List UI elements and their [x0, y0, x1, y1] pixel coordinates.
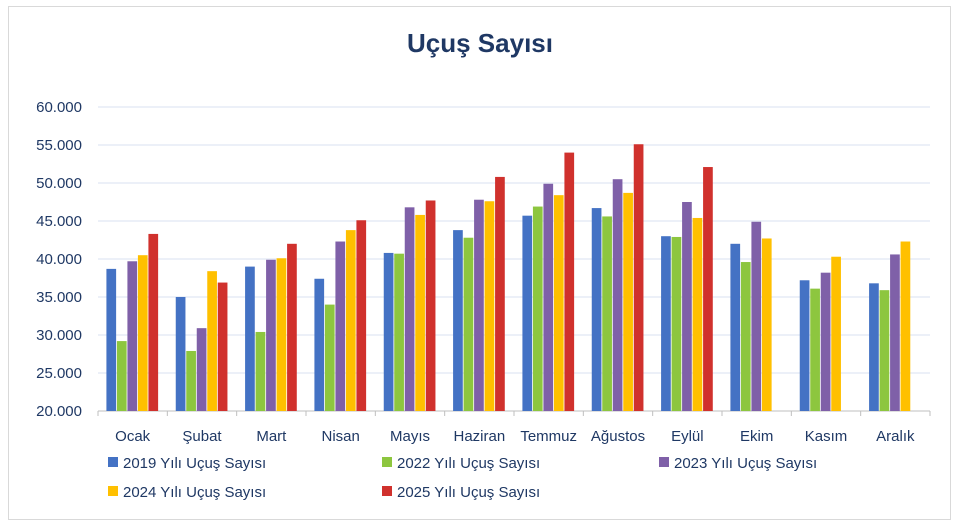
bar	[196, 328, 207, 411]
x-tick-label: Şubat	[182, 428, 222, 445]
bar	[345, 230, 356, 411]
legend-label: 2024 Yılı Uçuş Sayısı	[123, 484, 266, 501]
bar	[730, 243, 741, 411]
y-tick-label: 60.000	[36, 99, 82, 116]
bar	[820, 272, 831, 411]
bar	[543, 183, 554, 411]
bar	[831, 256, 841, 411]
bar	[612, 179, 623, 411]
legend-swatch	[108, 457, 118, 467]
bar	[324, 304, 335, 411]
bars	[106, 144, 911, 412]
y-tick-label: 55.000	[36, 137, 82, 154]
legend-swatch	[382, 457, 392, 467]
bar	[810, 288, 820, 411]
bar	[276, 258, 287, 411]
bar	[761, 238, 772, 411]
bar	[484, 201, 495, 411]
bar	[425, 200, 436, 411]
legend-label: 2019 Yılı Uçuş Sayısı	[123, 455, 266, 472]
legend-label: 2022 Yılı Uçuş Sayısı	[397, 455, 540, 472]
bar	[314, 278, 325, 411]
bar	[217, 282, 228, 411]
bar	[404, 207, 415, 411]
x-tick-label: Eylül	[671, 428, 704, 445]
bar	[394, 253, 404, 411]
x-tick-label: Haziran	[453, 428, 505, 445]
bar	[335, 241, 346, 411]
y-tick-label: 45.000	[36, 213, 82, 230]
bar	[564, 152, 575, 411]
bar	[553, 195, 564, 411]
y-tick-label: 30.000	[36, 327, 82, 344]
bar	[245, 266, 255, 411]
bar	[879, 290, 890, 411]
bar	[692, 217, 703, 411]
bar	[740, 262, 751, 411]
legend-swatch	[108, 486, 118, 496]
y-tick-label: 35.000	[36, 289, 82, 306]
bar	[137, 255, 148, 411]
bar	[453, 230, 463, 411]
bar	[116, 341, 127, 411]
bar	[383, 252, 394, 411]
bar	[186, 350, 196, 411]
bar	[661, 236, 671, 411]
bar	[148, 233, 159, 411]
x-tick-label: Ağustos	[591, 428, 645, 445]
bar	[890, 254, 900, 411]
bar	[255, 331, 266, 411]
bar	[799, 280, 810, 411]
bar	[175, 297, 186, 411]
x-tick-label: Temmuz	[520, 428, 577, 445]
y-tick-label: 25.000	[36, 365, 82, 382]
bar	[751, 221, 762, 411]
legend-label: 2025 Yılı Uçuş Sayısı	[397, 484, 540, 501]
bar	[602, 216, 612, 411]
bar	[900, 241, 911, 411]
bar	[869, 283, 879, 411]
bar	[356, 220, 367, 411]
x-tick-label: Aralık	[876, 428, 915, 445]
bar	[127, 261, 138, 411]
bar	[532, 206, 543, 411]
legend-label: 2023 Yılı Uçuş Sayısı	[674, 455, 817, 472]
x-tick-label: Nisan	[321, 428, 359, 445]
y-tick-label: 40.000	[36, 251, 82, 268]
bar	[682, 202, 692, 411]
x-tick-label: Mayıs	[390, 428, 430, 445]
x-tick-label: Ekim	[740, 428, 773, 445]
y-tick-label: 20.000	[36, 403, 82, 420]
bar	[623, 192, 633, 411]
chart-title: Uçuş Sayısı	[407, 28, 553, 58]
legend: 2019 Yılı Uçuş Sayısı 2022 Yılı Uçuş Sayı…	[108, 455, 817, 501]
bar	[671, 236, 682, 411]
bar	[495, 176, 505, 411]
y-axis-ticks: 20.000 25.000 30.000 35.000 40.000 45.000 50.0…	[36, 99, 82, 420]
x-axis-ticks: Ocak Şubat Mart Nisan Mayıs Haziran Temmuz Ağus…	[97, 411, 931, 445]
bar	[703, 167, 713, 411]
legend-swatch	[382, 486, 392, 496]
bar	[522, 215, 533, 411]
bar	[591, 208, 602, 411]
bar	[633, 144, 644, 412]
bar	[287, 243, 297, 411]
bar	[207, 271, 217, 411]
legend-swatch	[659, 457, 669, 467]
bar	[463, 237, 474, 411]
bar	[474, 199, 484, 411]
x-tick-label: Kasım	[805, 428, 848, 445]
bar	[266, 259, 276, 411]
bar	[106, 268, 117, 411]
bar	[415, 214, 425, 411]
x-tick-label: Ocak	[115, 428, 151, 445]
y-tick-label: 50.000	[36, 175, 82, 192]
x-tick-label: Mart	[256, 428, 287, 445]
